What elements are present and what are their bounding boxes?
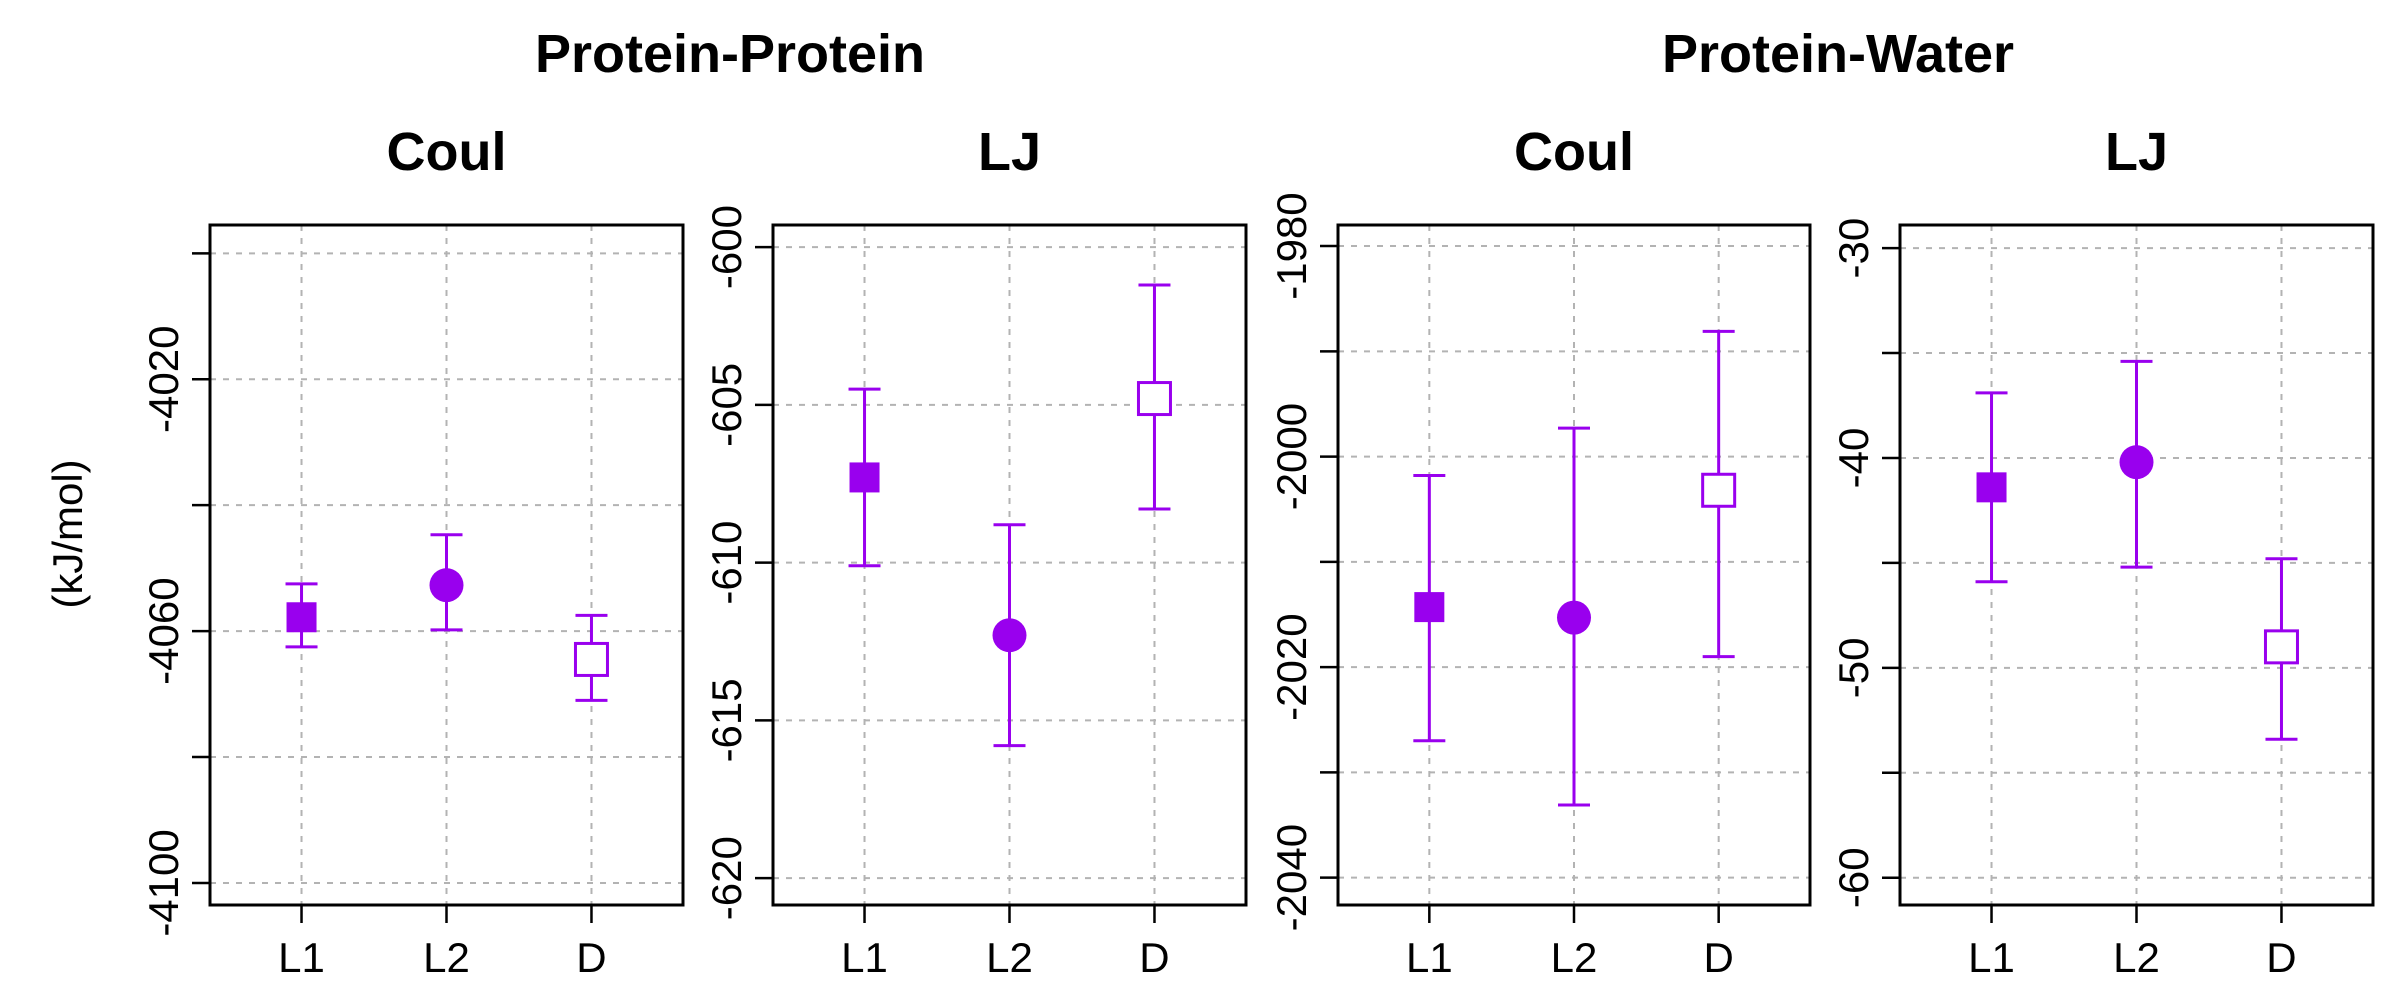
y-tick-label: -615 [703,678,750,762]
y-tick-label: -40 [1830,428,1877,489]
data-point-square [286,602,317,633]
panels: Coul -4020 -4060 -4100 L1 L2 D LJ -600 -605 -610 -6… [140,122,2375,981]
data-point-open-square [2263,629,2299,665]
y-tick-label: -50 [1830,637,1877,698]
y-tick-label: -4100 [140,829,187,936]
x-tick-label: L1 [278,934,325,981]
plot-frame [208,223,685,907]
y-tick-label: -2020 [1268,613,1315,720]
panel-title: LJ [978,122,1041,182]
data-point-open-square [1701,472,1737,508]
data-point-open-square [1136,381,1172,417]
x-tick-label: L2 [2113,934,2160,981]
plot-frame [771,223,1248,907]
data-point-circle [992,618,1027,653]
data-point-square [1976,472,2007,503]
y-axis-unit-label: (kJ/mol) [44,459,91,608]
group-title-protein-protein: Protein-Protein [535,24,925,84]
y-tick-label: -4020 [140,326,187,433]
panel-1: Coul -4020 -4060 -4100 L1 L2 D [140,122,685,981]
x-tick-label: D [1703,934,1733,981]
y-tick-label: -1980 [1268,192,1315,299]
plot-frame [1898,223,2375,907]
y-tick-label: -600 [703,205,750,289]
data-point-square [849,462,880,493]
data-point-circle [1557,600,1591,635]
y-tick-label: -2000 [1268,403,1315,510]
x-tick-label: L1 [841,934,888,981]
plot-frame [1336,223,1812,907]
group-title-protein-water: Protein-Water [1662,24,2014,84]
y-tick-label: -605 [703,363,750,447]
x-tick-label: D [2266,934,2296,981]
x-tick-label: D [1139,934,1169,981]
panel-title: Coul [1514,122,1634,182]
y-tick-label: -30 [1830,218,1877,279]
y-tick-label: -60 [1830,847,1877,908]
panel-3: Coul -1980 -2000 -2020 -2040 L1 L2 D [1268,122,1812,981]
y-tick-label: -620 [703,836,750,920]
panel-title: Coul [387,122,507,182]
panel-2: LJ -600 -605 -610 -615 -620 L1 L2 D [703,122,1248,981]
panel-4: LJ -30 -40 -50 -60 L1 L2 D [1830,122,2375,981]
data-point-circle [2119,445,2154,480]
x-tick-label: L2 [986,934,1033,981]
y-tick-label: -4060 [140,577,187,684]
data-point-circle [429,568,464,603]
y-tick-label: -610 [703,521,750,605]
x-tick-label: L1 [1406,934,1453,981]
y-tick-label: -2040 [1268,824,1315,931]
x-tick-label: L2 [1551,934,1598,981]
x-tick-label: D [576,934,606,981]
panel-title: LJ [2105,122,2168,182]
data-point-square [1414,592,1445,623]
x-tick-label: L2 [423,934,470,981]
data-point-open-square [573,641,609,677]
x-tick-label: L1 [1968,934,2015,981]
